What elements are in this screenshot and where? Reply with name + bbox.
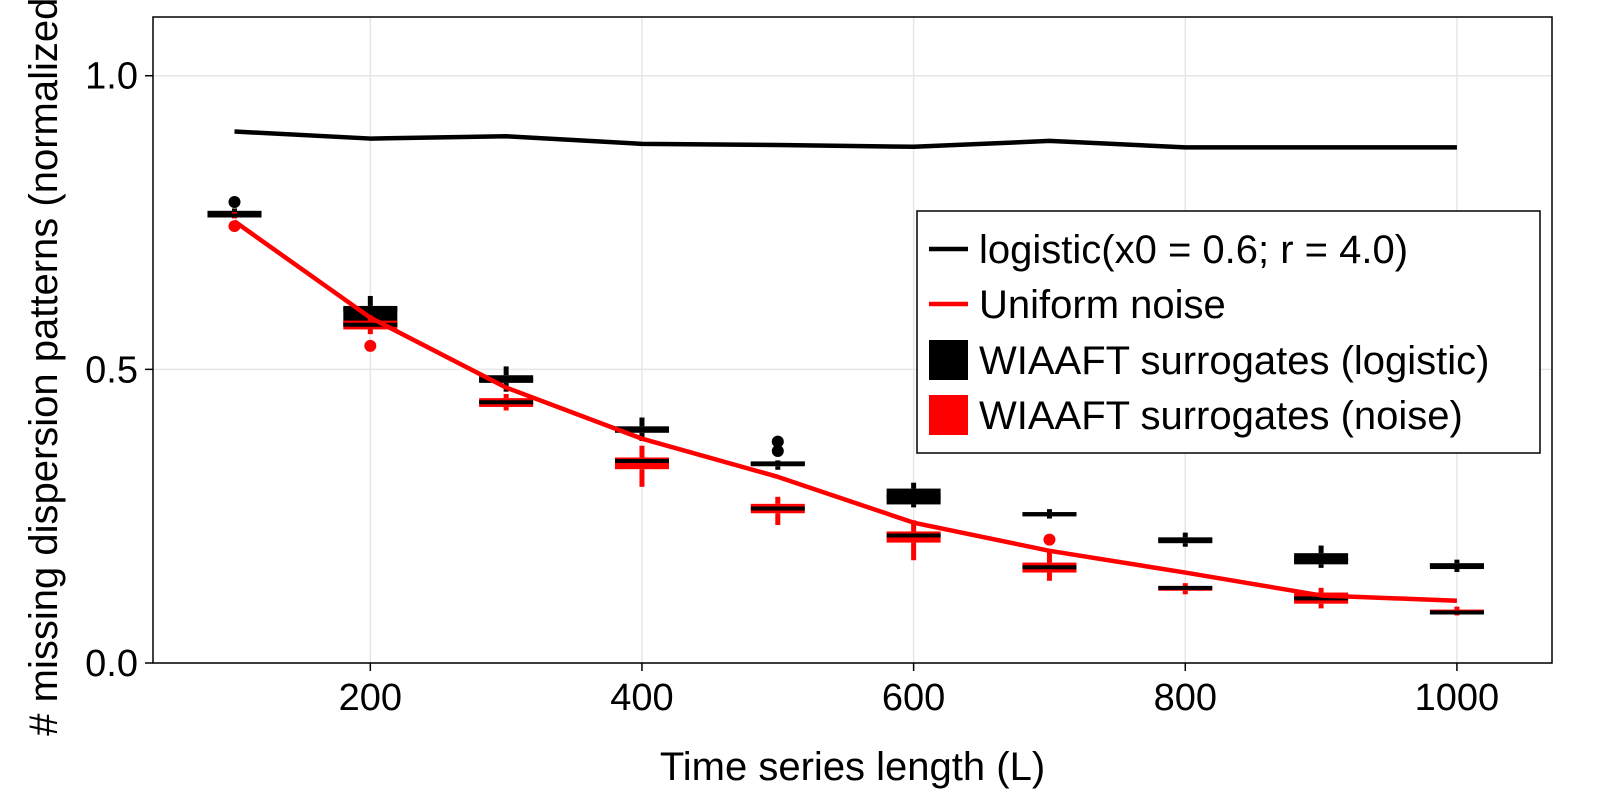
plot-frame xyxy=(152,16,1553,664)
x-tick-label: 600 xyxy=(882,677,945,719)
box-series xyxy=(207,195,1484,572)
y-tick-label: 0.0 xyxy=(85,643,138,685)
legend-patch-swatch xyxy=(929,395,968,435)
axis-ticks: 200 400 600 800 1000 0.0 0.5 1.0 xyxy=(85,56,1499,719)
outlier-point xyxy=(1043,533,1056,546)
legend-patch-swatch xyxy=(929,340,968,380)
legend-label: logistic(x0 = 0.6; r = 4.0) xyxy=(979,228,1408,272)
legend-label: WIAAFT surrogates (logistic) xyxy=(979,339,1490,383)
series-lines xyxy=(233,129,1458,603)
box xyxy=(614,457,669,470)
series-line xyxy=(234,129,1457,150)
outlier-point xyxy=(228,195,241,208)
x-tick-label: 800 xyxy=(1154,677,1217,719)
y-tick-label: 0.5 xyxy=(85,349,138,391)
x-tick-label: 1000 xyxy=(1415,677,1500,719)
x-axis-title: Time series length (L) xyxy=(660,745,1045,789)
legend-frame xyxy=(916,210,1541,454)
legend-label: WIAAFT surrogates (noise) xyxy=(979,394,1463,438)
outlier-point xyxy=(771,435,784,448)
series-line xyxy=(233,219,1458,603)
x-tick-label: 200 xyxy=(339,677,402,719)
legend-label: Uniform noise xyxy=(979,283,1226,327)
legend: logistic(x0 = 0.6; r = 4.0) Uniform noise… xyxy=(916,210,1541,454)
outlier-point xyxy=(364,339,377,352)
outlier-point xyxy=(771,444,784,457)
x-tick-label: 400 xyxy=(610,677,673,719)
y-axis-title: # missing dispersion patterns (normalize… xyxy=(22,0,66,736)
box-plots xyxy=(207,195,1484,616)
y-tick-label: 1.0 xyxy=(85,56,138,98)
